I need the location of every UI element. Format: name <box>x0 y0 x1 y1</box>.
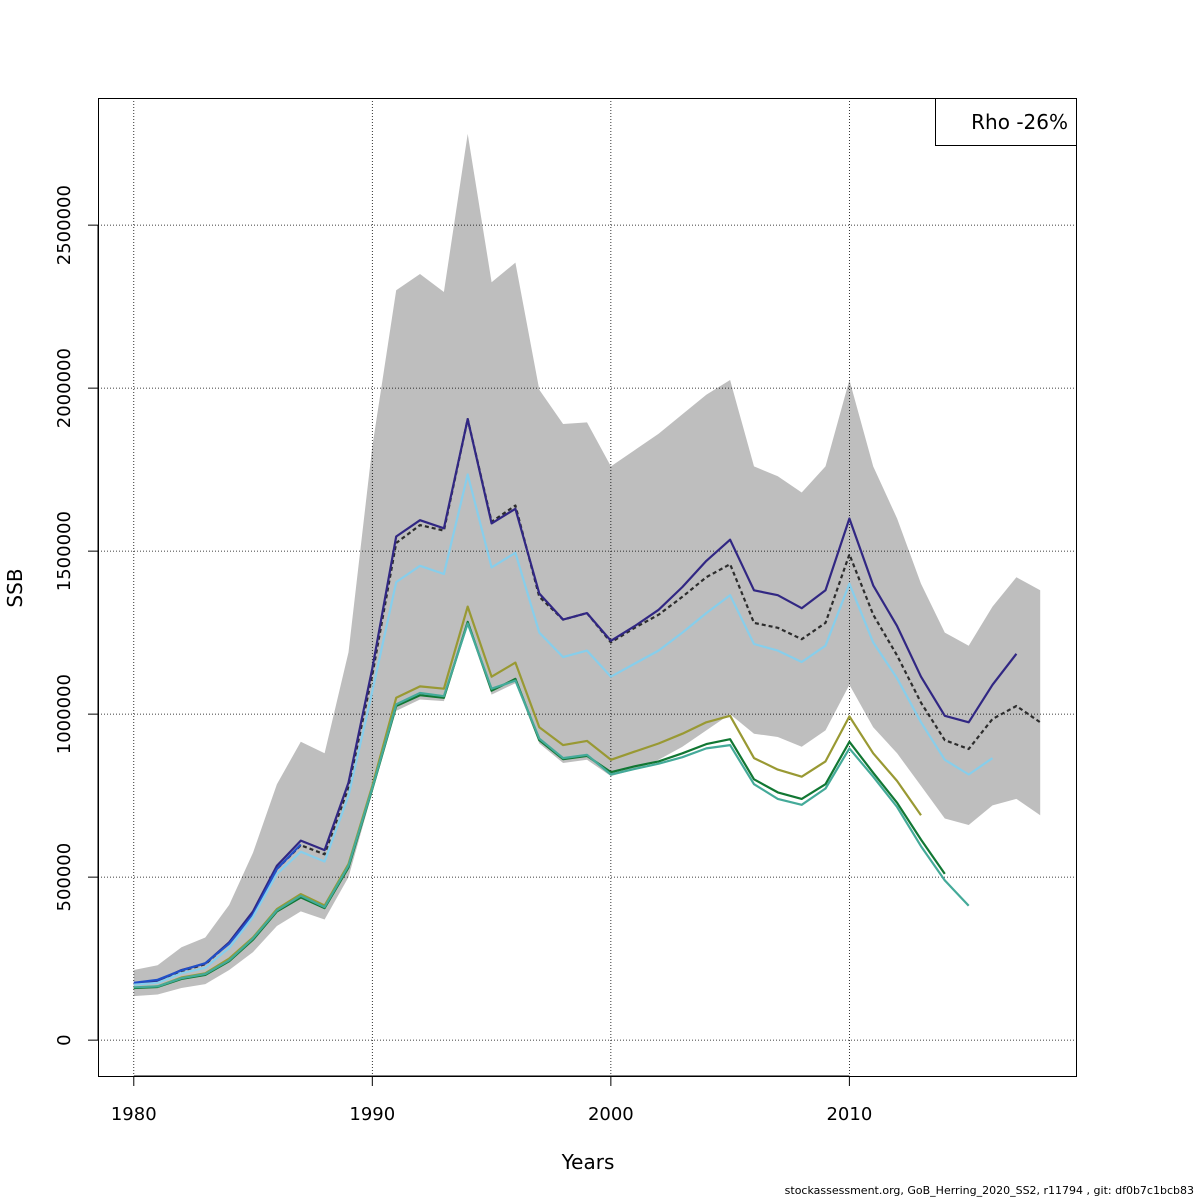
series-line-3 <box>133 473 994 986</box>
x-tick-label-1: 1990 <box>349 1104 395 1125</box>
legend-frame <box>935 98 1077 146</box>
series-line-6 <box>133 622 970 989</box>
confidence-band <box>133 133 1041 997</box>
footer-credit: stockassessment.org, GoB_Herring_2020_SS… <box>784 1184 1194 1197</box>
series-line-1 <box>133 418 1018 986</box>
axis-layer: 1980 1990 2000 2010 0 500000 1000000 1500000 200… <box>54 185 872 1125</box>
x-tick-label-2: 2000 <box>588 1104 634 1125</box>
series-layer <box>133 418 1041 990</box>
x-tick-label-3: 2010 <box>826 1104 872 1125</box>
confidence-band-layer <box>133 133 1041 997</box>
y-tick-label-3: 1500000 <box>54 511 75 591</box>
y-axis-title: SSB <box>3 568 27 607</box>
grid-layer <box>98 98 1076 1076</box>
y-tick-label-5: 2500000 <box>54 185 75 265</box>
x-axis-title: Years <box>561 1150 615 1174</box>
x-tick-label-0: 1980 <box>111 1104 157 1125</box>
y-tick-label-0: 0 <box>54 1034 75 1045</box>
legend-box: Rho -26% <box>935 98 1077 146</box>
rho-annotation: Rho -26% <box>971 110 1068 134</box>
y-tick-label-2: 1000000 <box>54 674 75 754</box>
series-line-2 <box>133 843 302 984</box>
y-tick-label-1: 500000 <box>54 843 75 912</box>
y-tick-label-4: 2000000 <box>54 348 75 428</box>
